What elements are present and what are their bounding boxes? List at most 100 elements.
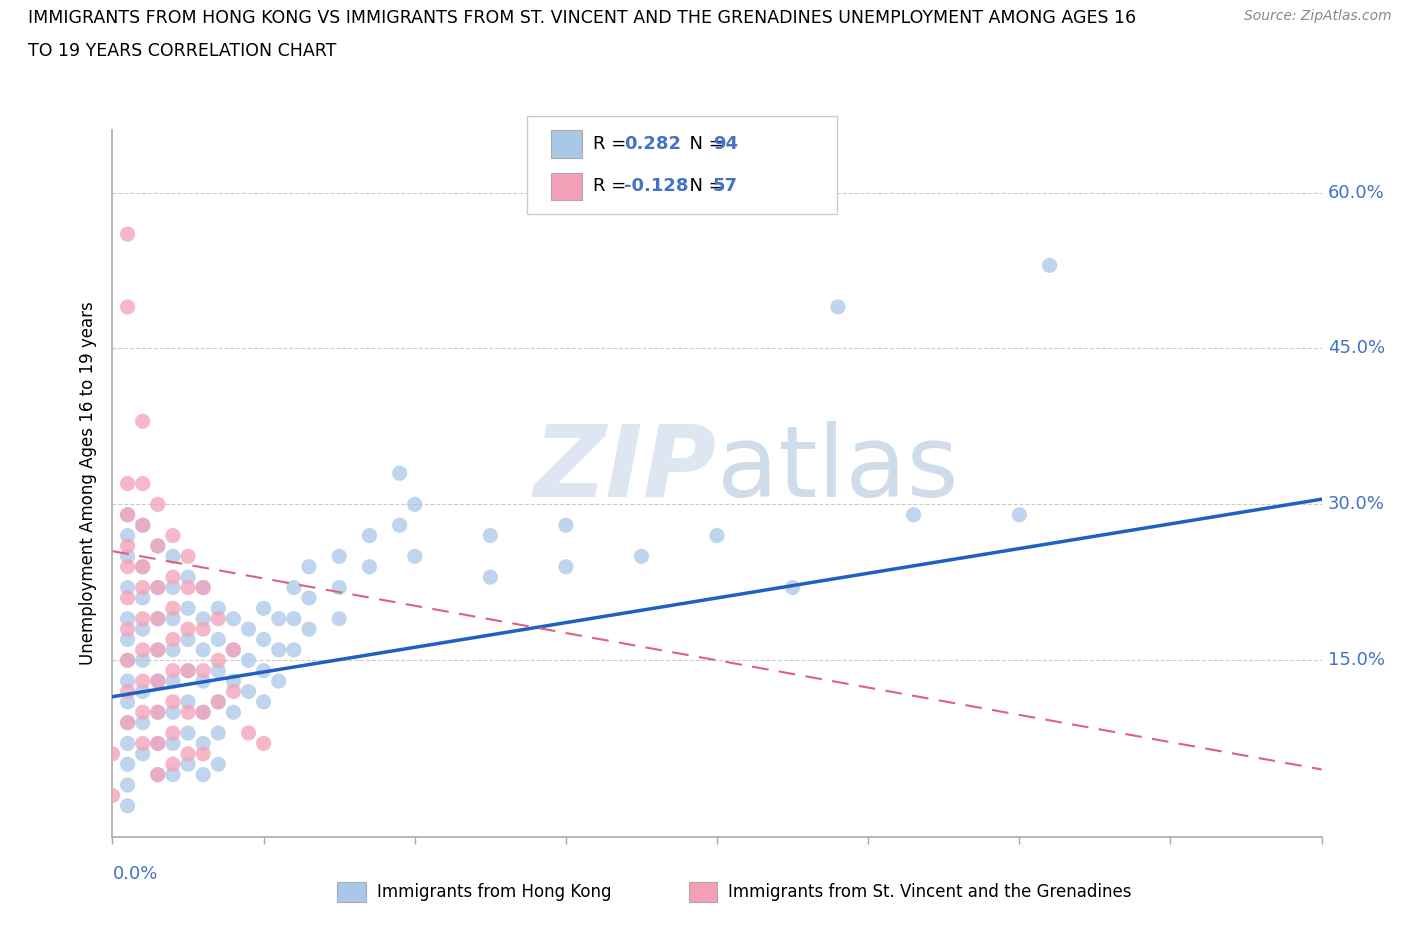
Point [253, 601, 276, 616]
Point [359, 528, 381, 543]
Point [162, 528, 184, 543]
Point [191, 663, 215, 678]
Point [404, 497, 426, 512]
Point [132, 653, 155, 668]
Point [117, 632, 139, 647]
Point [117, 736, 139, 751]
Point [1038, 258, 1062, 272]
Point [162, 663, 184, 678]
Point [146, 705, 169, 720]
Point [404, 549, 426, 564]
Point [162, 673, 184, 688]
Point [177, 580, 200, 595]
Point [132, 643, 155, 658]
Point [117, 798, 139, 813]
Point [146, 538, 169, 553]
Point [132, 705, 155, 720]
Point [207, 757, 229, 772]
Text: Source: ZipAtlas.com: Source: ZipAtlas.com [1244, 9, 1392, 23]
Point [132, 559, 155, 574]
Point [191, 643, 215, 658]
Point [146, 580, 169, 595]
Point [146, 736, 169, 751]
Point [191, 580, 215, 595]
Point [117, 227, 139, 242]
Point [328, 580, 350, 595]
Point [267, 643, 290, 658]
Point [117, 684, 139, 699]
Text: N =: N = [678, 178, 730, 195]
Point [146, 497, 169, 512]
Point [222, 643, 245, 658]
Y-axis label: Unemployment Among Ages 16 to 19 years: Unemployment Among Ages 16 to 19 years [79, 301, 97, 666]
Text: Immigrants from St. Vincent and the Grenadines: Immigrants from St. Vincent and the Gren… [728, 883, 1132, 901]
Point [177, 632, 200, 647]
Point [146, 705, 169, 720]
Point [132, 414, 155, 429]
Point [177, 663, 200, 678]
Point [132, 580, 155, 595]
Point [162, 736, 184, 751]
Point [117, 549, 139, 564]
Point [191, 673, 215, 688]
Point [191, 580, 215, 595]
Point [117, 653, 139, 668]
Point [359, 559, 381, 574]
Point [177, 725, 200, 740]
Point [162, 570, 184, 585]
Point [117, 538, 139, 553]
Point [117, 653, 139, 668]
Point [146, 673, 169, 688]
Point [132, 591, 155, 605]
Point [388, 518, 411, 533]
Point [177, 705, 200, 720]
Point [903, 508, 925, 523]
Point [162, 580, 184, 595]
Point [146, 673, 169, 688]
Point [706, 528, 728, 543]
Point [207, 601, 229, 616]
Text: 94: 94 [713, 135, 738, 153]
Point [191, 705, 215, 720]
Point [146, 611, 169, 626]
Text: ZIP: ZIP [534, 421, 717, 518]
Point [146, 767, 169, 782]
Point [146, 611, 169, 626]
Point [162, 611, 184, 626]
Point [298, 621, 321, 636]
Point [191, 736, 215, 751]
Point [117, 673, 139, 688]
Point [267, 673, 290, 688]
Text: 57: 57 [713, 178, 738, 195]
Text: 30.0%: 30.0% [1327, 496, 1385, 513]
Point [177, 621, 200, 636]
Point [132, 736, 155, 751]
Point [117, 508, 139, 523]
Point [253, 736, 276, 751]
Point [253, 632, 276, 647]
Point [177, 747, 200, 762]
Point [132, 518, 155, 533]
Point [117, 715, 139, 730]
Text: N =: N = [678, 135, 730, 153]
Point [238, 621, 260, 636]
Point [191, 747, 215, 762]
Point [207, 695, 229, 710]
Point [222, 684, 245, 699]
Point [162, 725, 184, 740]
Point [162, 632, 184, 647]
Point [117, 299, 139, 314]
Point [162, 767, 184, 782]
Point [238, 725, 260, 740]
Text: 45.0%: 45.0% [1327, 339, 1385, 357]
Point [117, 611, 139, 626]
Text: R =: R = [593, 178, 633, 195]
Text: -0.128: -0.128 [624, 178, 689, 195]
Point [207, 725, 229, 740]
Point [479, 528, 502, 543]
Point [117, 621, 139, 636]
Point [267, 611, 290, 626]
Point [117, 591, 139, 605]
Point [132, 476, 155, 491]
Point [191, 767, 215, 782]
